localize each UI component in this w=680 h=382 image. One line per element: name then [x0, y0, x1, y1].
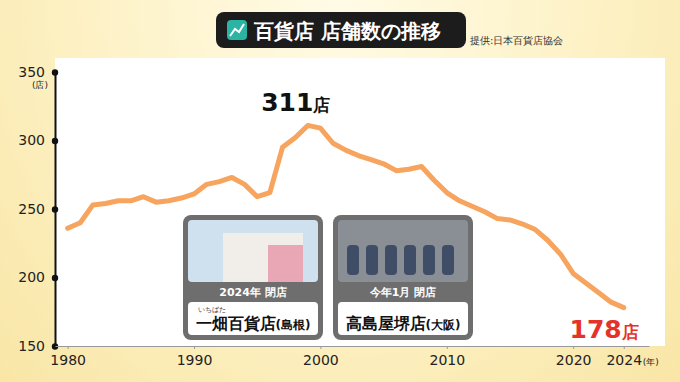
title-background	[216, 12, 466, 48]
x-tick-label: 1990	[177, 352, 213, 368]
x-tick: 1990	[177, 346, 213, 368]
title: 百貨店 店舗数の推移	[253, 19, 441, 43]
x-tick-line	[320, 346, 321, 349]
x-tick-line	[194, 346, 195, 349]
y-tick-label: 150	[18, 338, 45, 354]
annotation: 311店	[261, 88, 330, 117]
callout-card: 今年1月 閉店高島屋堺店(大阪)	[333, 215, 473, 340]
y-tick-label: 350	[18, 64, 45, 80]
title-icon-line	[230, 24, 244, 36]
callout-card: 2024年 閉店一畑百貨店(島根)いちばた	[183, 215, 323, 340]
photo-person	[423, 245, 435, 275]
photo-person	[347, 245, 359, 275]
x-tick-label: 2010	[429, 352, 465, 368]
y-tick: 200	[18, 269, 58, 285]
callout-label: 一畑百貨店(島根)	[196, 314, 311, 333]
callout-label-box	[188, 302, 318, 335]
callout-frame	[333, 215, 473, 340]
plot-panel	[55, 58, 665, 346]
callout-label: 高島屋堺店(大阪)	[346, 314, 461, 333]
x-tick-line	[447, 346, 448, 349]
photo-building-side	[268, 245, 303, 282]
y-axis-title: (店)	[32, 80, 48, 90]
x-tick-line	[624, 346, 625, 349]
x-tick: 2024	[606, 346, 642, 368]
photo-building	[223, 233, 303, 282]
y-tick-dot	[52, 69, 58, 75]
callout-photo	[188, 220, 318, 282]
x-tick-line	[68, 346, 69, 349]
annotation: 178店	[570, 315, 639, 344]
title-box: 百貨店 店舗数の推移	[216, 12, 466, 48]
callout-caption: 今年1月 閉店	[369, 286, 436, 299]
x-tick: 2000	[303, 346, 339, 368]
y-tick-dot	[52, 206, 58, 212]
title-icon	[227, 20, 247, 40]
x-tick-label: 1980	[50, 352, 86, 368]
chart-root: 百貨店 店舗数の推移提供:日本百貨店協会 150 200 250 300 350(店) 19…	[0, 0, 680, 382]
callout-photo	[338, 220, 468, 282]
y-tick: 300	[18, 132, 58, 148]
x-axis-line	[56, 346, 650, 347]
y-tick-dot	[52, 138, 58, 144]
x-tick: 2020	[556, 346, 592, 368]
photo-person	[366, 245, 378, 275]
callout-frame	[183, 215, 323, 340]
y-tick: 250	[18, 201, 58, 217]
y-tick: 350	[18, 64, 58, 80]
y-tick-label: 200	[18, 269, 45, 285]
photo-person	[404, 245, 416, 275]
photo-person	[385, 245, 397, 275]
callout-caption: 2024年 閉店	[219, 286, 286, 299]
x-tick-label: 2024	[606, 352, 642, 368]
source: 提供:日本百貨店協会	[470, 35, 563, 46]
x-tick-label: 2020	[556, 352, 592, 368]
callout-label-box	[338, 302, 468, 335]
y-axis: 150 200 250 300 350	[18, 64, 58, 354]
x-axis-title: (年)	[643, 357, 659, 367]
x-axis: 1980 1990 2000 2010 2020 2024	[50, 346, 649, 368]
x-tick-line	[573, 346, 574, 349]
callout-ruby: いちばた	[198, 306, 226, 314]
y-tick-label: 300	[18, 132, 45, 148]
y-tick-label: 250	[18, 201, 45, 217]
x-tick: 1980	[50, 346, 86, 368]
x-tick-label: 2000	[303, 352, 339, 368]
x-tick: 2010	[429, 346, 465, 368]
photo-person	[442, 245, 454, 275]
y-tick-dot	[52, 275, 58, 281]
